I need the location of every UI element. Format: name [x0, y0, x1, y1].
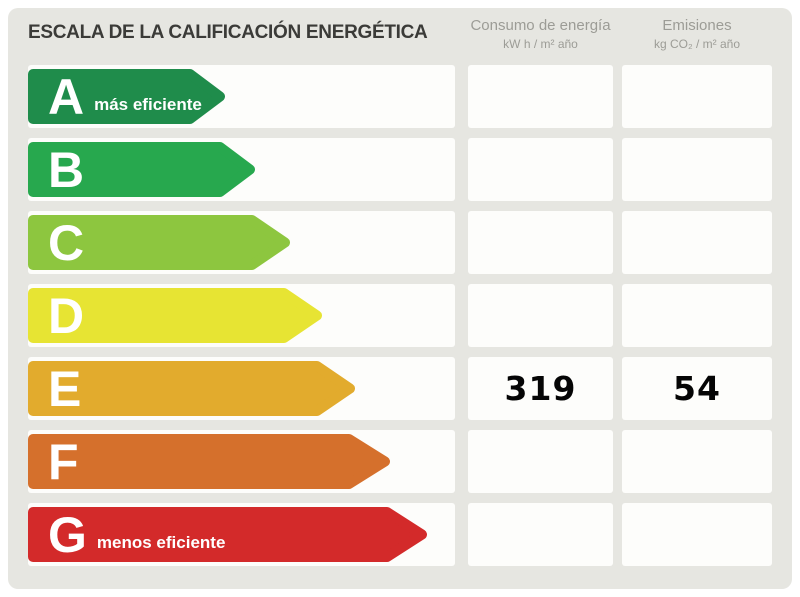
energy-band-row: D [8, 284, 792, 347]
emisiones-value-box [622, 284, 772, 347]
band-arrow-shape [28, 142, 255, 197]
energy-band-row: G menos eficiente [8, 503, 792, 566]
band-note: menos eficiente [96, 533, 226, 552]
consumo-value-box [468, 211, 613, 274]
consumo-value-box [468, 65, 613, 128]
band-letter: B [48, 142, 85, 198]
band-arrow-content: A más eficiente [48, 69, 202, 124]
emisiones-value-box [622, 211, 772, 274]
consumo-value-box [468, 284, 613, 347]
consumo-value: 319 [504, 369, 577, 408]
column-header-emisiones: Emisiones kg CO₂ / m² año [622, 16, 772, 52]
consumo-value-box [468, 138, 613, 201]
emisiones-value-box [622, 65, 772, 128]
emisiones-header-unit: kg CO₂ / m² año [653, 37, 740, 51]
emisiones-value-box [622, 430, 772, 493]
energy-band-row: A más eficiente [8, 65, 792, 128]
band-note: más eficiente [94, 95, 202, 114]
band-arrow-shape [28, 361, 355, 416]
consumo-header-unit: kW h / m² año [503, 37, 578, 51]
band-arrow: C [28, 215, 292, 270]
band-arrow: E [28, 361, 357, 416]
consumo-value-box [468, 430, 613, 493]
band-letter: E [48, 361, 82, 417]
emisiones-value: 54 [673, 369, 721, 408]
band-arrow: A más eficiente [28, 69, 227, 124]
band-letter: G [48, 507, 87, 563]
band-letter: F [48, 434, 79, 490]
band-arrow-content: B [48, 142, 94, 197]
energy-band-row: 319 54 E [8, 357, 792, 420]
band-arrow: F [28, 434, 392, 489]
emisiones-value-box [622, 503, 772, 566]
energy-scale-panel: ESCALA DE LA CALIFICACIÓN ENERGÉTICA Con… [8, 8, 792, 589]
band-letter: A [48, 69, 85, 125]
consumo-header-label: Consumo de energía [470, 17, 611, 34]
band-arrow-shape [28, 288, 322, 343]
band-arrow-shape [28, 507, 427, 562]
energy-band-row: B [8, 138, 792, 201]
energy-band-row: C [8, 211, 792, 274]
band-arrow-shape [28, 69, 225, 124]
band-arrow-content: D [48, 288, 94, 343]
band-letter: C [48, 215, 85, 271]
band-letter: D [48, 288, 85, 344]
band-arrow: D [28, 288, 324, 343]
page-title: ESCALA DE LA CALIFICACIÓN ENERGÉTICA [28, 22, 428, 43]
band-arrow: B [28, 142, 257, 197]
emisiones-value-box: 54 [622, 357, 772, 420]
band-arrow-content: C [48, 215, 94, 270]
band-arrow-content: G menos eficiente [48, 507, 225, 562]
emisiones-value-box [622, 138, 772, 201]
band-arrow-shape [28, 215, 290, 270]
band-arrow-shape [28, 434, 390, 489]
column-header-consumo: Consumo de energía kW h / m² año [468, 16, 613, 52]
band-arrow: G menos eficiente [28, 507, 429, 562]
emisiones-header-label: Emisiones [662, 17, 732, 34]
consumo-value-box: 319 [468, 357, 613, 420]
energy-band-row: F [8, 430, 792, 493]
band-arrow-content: F [48, 434, 89, 489]
consumo-value-box [468, 503, 613, 566]
band-arrow-content: E [48, 361, 91, 416]
